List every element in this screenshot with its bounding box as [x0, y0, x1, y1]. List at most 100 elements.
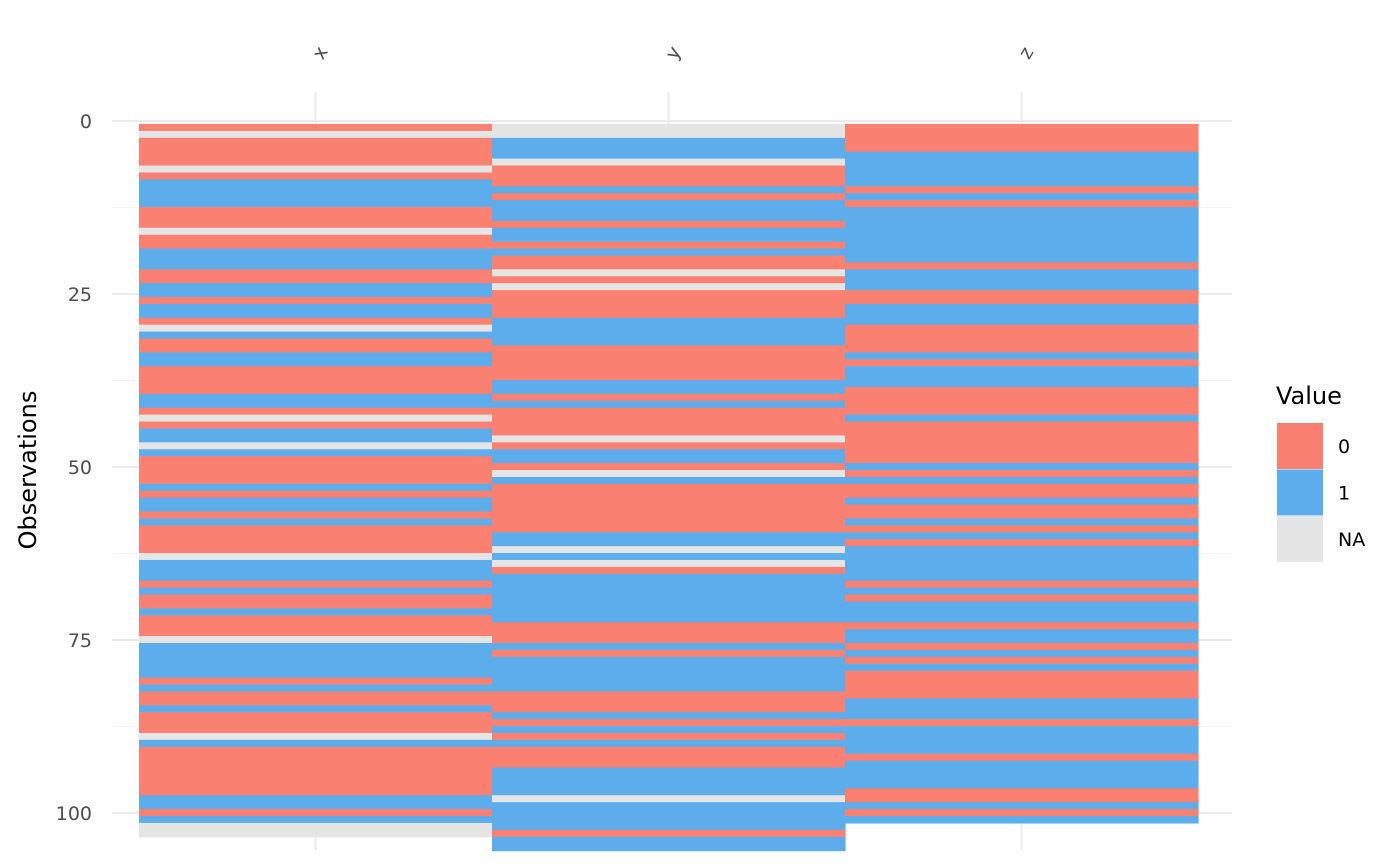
cell-x-75: [139, 643, 493, 651]
cell-z-55: [845, 504, 1199, 513]
cell-x-5: [139, 158, 493, 167]
cell-x-53: [139, 490, 493, 499]
cell-z-19: [845, 255, 1199, 263]
cell-x-41: [139, 407, 493, 416]
cell-y-88: [492, 732, 846, 741]
cell-y-19: [492, 255, 846, 263]
cell-z-87: [845, 726, 1199, 734]
cell-x-72: [139, 622, 493, 630]
cell-x-63: [139, 559, 493, 568]
cell-z-30: [845, 331, 1199, 340]
cell-z-3: [845, 144, 1199, 153]
cell-z-34: [845, 359, 1199, 367]
cell-y-28: [492, 317, 846, 326]
cell-z-4: [845, 151, 1199, 160]
cell-y-44: [492, 428, 846, 436]
cell-x-77: [139, 656, 493, 665]
cell-z-58: [845, 525, 1199, 533]
cell-z-36: [845, 373, 1199, 381]
cell-y-87: [492, 726, 846, 734]
cell-y-99: [492, 809, 846, 817]
cell-x-69: [139, 601, 493, 609]
cell-y-20: [492, 262, 846, 270]
cell-x-12: [139, 207, 493, 215]
cell-x-30: [139, 331, 493, 340]
cell-y-15: [492, 227, 846, 236]
cell-y-101: [492, 822, 846, 831]
cell-x-3: [139, 144, 493, 153]
cell-z-43: [845, 421, 1199, 430]
cell-y-49: [492, 463, 846, 471]
cell-y-54: [492, 497, 846, 506]
cell-x-60: [139, 539, 493, 547]
cell-x-8: [139, 179, 493, 187]
cell-x-100: [139, 816, 493, 824]
cell-z-79: [845, 670, 1199, 679]
cell-z-85: [845, 712, 1199, 720]
cell-x-52: [139, 483, 493, 492]
cell-y-102: [492, 829, 846, 838]
cell-z-7: [845, 172, 1199, 180]
cell-y-58: [492, 525, 846, 533]
cell-x-93: [139, 767, 493, 776]
cell-x-73: [139, 629, 493, 637]
cell-z-32: [845, 345, 1199, 353]
cell-y-53: [492, 490, 846, 499]
cell-x-49: [139, 463, 493, 471]
cell-y-70: [492, 608, 846, 616]
legend-key-1: [1277, 469, 1323, 516]
cell-z-97: [845, 795, 1199, 803]
cell-z-93: [845, 767, 1199, 776]
cell-x-36: [139, 373, 493, 381]
cell-x-45: [139, 435, 493, 443]
cell-z-96: [845, 788, 1199, 796]
cell-y-32: [492, 345, 846, 353]
cell-x-84: [139, 705, 493, 713]
cell-x-37: [139, 380, 493, 388]
cell-z-63: [845, 559, 1199, 568]
cell-x-47: [139, 449, 493, 457]
cell-z-49: [845, 463, 1199, 471]
cell-x-90: [139, 746, 493, 755]
column-label-y: y: [661, 43, 686, 64]
cell-z-65: [845, 573, 1199, 582]
cell-z-57: [845, 518, 1199, 526]
cell-y-38: [492, 386, 846, 395]
cell-y-63: [492, 559, 846, 568]
cell-y-60: [492, 539, 846, 547]
cell-y-94: [492, 774, 846, 782]
cell-y-31: [492, 338, 846, 347]
cell-z-0: [845, 124, 1199, 132]
cell-x-19: [139, 255, 493, 263]
cell-z-82: [845, 691, 1199, 699]
cell-x-65: [139, 573, 493, 582]
cell-x-64: [139, 566, 493, 575]
cell-y-51: [492, 476, 846, 485]
cell-z-99: [845, 809, 1199, 817]
legend: Value 0 1 NA: [1276, 382, 1365, 562]
cell-y-35: [492, 366, 846, 374]
cell-z-62: [845, 553, 1199, 561]
cell-x-39: [139, 393, 493, 402]
cell-y-64: [492, 566, 846, 575]
cell-y-69: [492, 601, 846, 609]
cell-y-93: [492, 767, 846, 776]
legend-label-1: 1: [1338, 483, 1350, 505]
cell-x-10: [139, 193, 493, 201]
cell-y-52: [492, 483, 846, 492]
cell-x-15: [139, 227, 493, 236]
cell-x-7: [139, 172, 493, 180]
legend-label-0: 0: [1338, 436, 1350, 458]
cell-x-79: [139, 670, 493, 679]
cell-z-46: [845, 442, 1199, 450]
y-tick-75: 75: [68, 630, 92, 652]
cell-y-78: [492, 663, 846, 672]
cell-z-86: [845, 719, 1199, 727]
cell-x-87: [139, 726, 493, 734]
cell-z-81: [845, 684, 1199, 693]
cell-x-102: [139, 829, 493, 838]
cell-z-35: [845, 366, 1199, 374]
cell-z-74: [845, 636, 1199, 644]
cell-x-21: [139, 269, 493, 277]
